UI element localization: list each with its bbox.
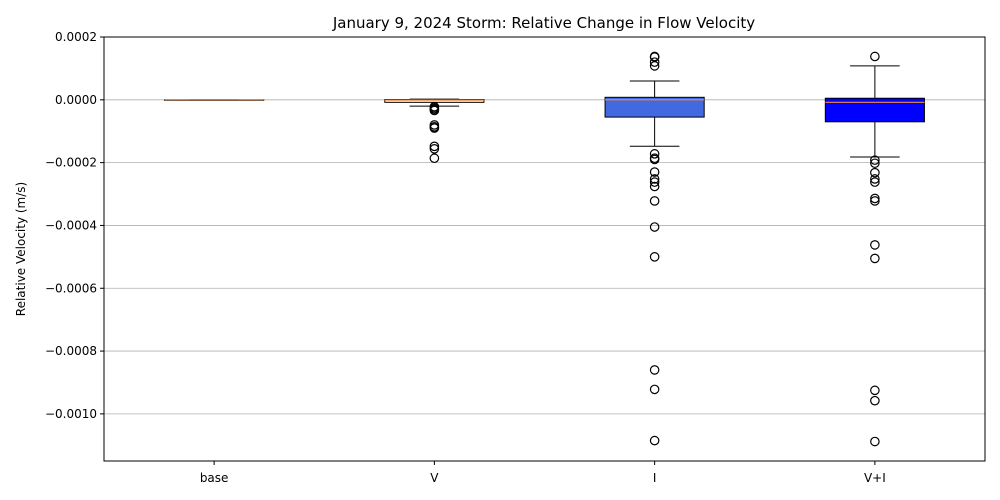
- box: [824, 97, 925, 123]
- outlier-point: [870, 196, 880, 206]
- outlier-point: [870, 240, 880, 250]
- box-group-v: [384, 98, 485, 164]
- outlier-point: [429, 153, 440, 164]
- box-group-base: [164, 99, 265, 101]
- outlier-point: [870, 436, 880, 447]
- outlier-point: [649, 384, 660, 395]
- outlier-point: [429, 144, 440, 154]
- outlier-point: [649, 177, 660, 187]
- outlier-point: [649, 435, 660, 446]
- outlier-point: [649, 149, 660, 159]
- x-axis: base V I V+I: [200, 461, 886, 485]
- y-tick-label: −0.0010: [45, 407, 97, 421]
- outlier-point: [870, 51, 880, 62]
- outlier-point: [649, 365, 660, 375]
- y-tick-label: −0.0006: [45, 281, 97, 295]
- outlier-point: [870, 174, 880, 184]
- outlier-point: [870, 167, 880, 178]
- plot-frame: [103, 36, 986, 462]
- x-tick-label: I: [653, 471, 657, 485]
- y-tick-label: −0.0008: [45, 344, 97, 358]
- outlier-point: [870, 155, 880, 165]
- box-group-v-i: [824, 51, 925, 447]
- outlier-point: [870, 177, 880, 187]
- y-tick-label: −0.0004: [45, 218, 97, 232]
- outlier-point: [870, 385, 880, 396]
- y-axis-label: Relative Velocity (m/s): [14, 182, 28, 316]
- chart-title: January 9, 2024 Storm: Relative Change i…: [332, 14, 755, 32]
- outlier-point: [649, 61, 660, 71]
- grid-lines: [104, 36, 985, 415]
- y-tick-label: −0.0002: [45, 156, 97, 170]
- outlier-point: [649, 196, 660, 206]
- x-tick-label: V: [430, 471, 439, 485]
- outlier-point: [870, 158, 880, 169]
- y-axis: 0.0002 0.0000 −0.0002 −0.0004 −0.0006 −0.0008…: [45, 30, 104, 421]
- outlier-point: [649, 57, 660, 67]
- outlier-point: [649, 222, 660, 232]
- box-group-i: [604, 51, 705, 446]
- outlier-point: [870, 395, 880, 406]
- outlier-point: [429, 123, 440, 133]
- outlier-point: [429, 141, 440, 152]
- outlier-point: [429, 105, 440, 116]
- outlier-point: [649, 174, 660, 184]
- x-tick-label: base: [200, 471, 229, 485]
- plot-marks: [164, 51, 925, 447]
- outlier-point: [649, 252, 660, 262]
- x-tick-label: V+I: [864, 471, 886, 485]
- box: [604, 96, 705, 118]
- y-tick-label: 0.0000: [55, 93, 97, 107]
- outlier-point: [870, 193, 880, 204]
- outlier-point: [649, 181, 660, 192]
- outlier-point: [649, 154, 660, 165]
- outlier-point: [870, 253, 880, 264]
- outlier-point: [649, 167, 660, 177]
- y-tick-label: 0.0002: [55, 30, 97, 44]
